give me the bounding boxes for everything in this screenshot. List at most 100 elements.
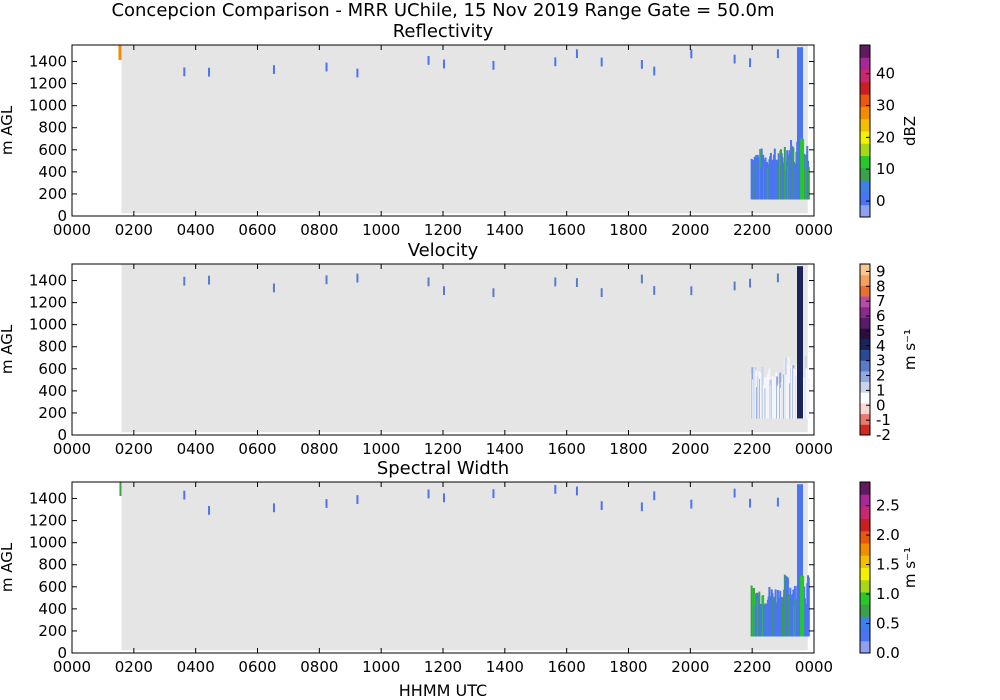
colorbar-segment [860,69,870,83]
echo-speck [554,57,557,67]
echo-speck [492,489,495,499]
y-tick-label: 0 [57,426,67,444]
colorbar-segment [860,306,870,318]
y-tick-label: 800 [38,338,67,356]
heatmap-echoes [119,482,810,637]
y-tick-label: 400 [38,382,67,400]
heatmap-echoes [118,45,810,200]
echo-speck [183,490,186,500]
echo-speck [653,491,656,501]
echo-speck [733,488,736,498]
spectral-width-panel: Spectral Width 0000 0200 0400 0600 0800 1000 1… [0,458,919,676]
reflectivity-title: Reflectivity [393,21,494,42]
colorbar-segment [860,402,870,415]
colorbar-segment [860,81,870,95]
colorbar-segment [860,143,870,157]
colorbar-segment [860,57,870,71]
colorbar-tick-label: 5 [876,322,886,340]
colorbar-tick-label: 20 [876,128,895,146]
x-tick-label: 0000 [795,221,833,239]
colorbar-segment [860,296,870,308]
x-tick-label: 1400 [486,221,524,239]
y-tick-label: 600 [38,360,67,378]
y-tick-label: 200 [38,404,67,422]
colorbar-tick-label: 2 [876,367,886,385]
echo-column [796,484,803,637]
velocity-title: Velocity [408,240,479,261]
colorbar-tick-label: -1 [876,411,891,429]
echo-speck [653,66,656,76]
echo-speck [119,482,122,496]
colorbar-label: m s⁻¹ [901,547,919,588]
colorbar-segment [860,349,870,361]
colorbar-segment [860,118,870,132]
echo-speck [600,57,603,67]
echo-speck [443,286,445,296]
echo-speck [427,277,430,287]
x-axis-label: HHMM UTC [399,681,487,700]
colorbar-segment [860,494,870,507]
colorbar-tick-label: 2.5 [876,497,900,515]
colorbar-segment [860,285,870,297]
colorbar-segment [860,192,870,206]
echo-column [796,266,803,419]
y-tick-label: 1400 [29,53,67,71]
x-tick-label: 1600 [548,221,586,239]
x-tick-label: 0000 [53,221,91,239]
spectral-width-title: Spectral Width [377,458,509,479]
colorbar-segment [860,381,870,393]
x-tick-label: 1800 [609,221,647,239]
y-axis-label: m AGL [0,105,16,155]
colorbar-segment [860,518,870,532]
colorbar-segment [860,591,870,605]
echo-speck [492,60,495,70]
echo-speck [272,503,275,513]
colorbar-segment [860,616,870,630]
echo-speck [443,493,445,503]
colorbar-segment [860,628,870,642]
heatmap-background [121,264,808,433]
x-tick-label: 0200 [115,440,153,458]
x-tick-label: 0200 [115,221,153,239]
echo-speck [640,59,643,69]
y-tick-label: 1400 [29,490,67,508]
colorbar-segment [860,370,870,383]
heatmap-background [121,482,808,651]
x-tick-label: 0600 [238,221,276,239]
heatmap-background [121,45,808,214]
echo-column [807,167,810,200]
colorbar-segment [860,45,870,58]
x-tick-label: 1800 [609,658,647,676]
x-tick-label: 2200 [733,658,771,676]
x-tick-label: 0400 [177,440,215,458]
echo-column [800,138,805,200]
echo-speck [749,278,752,288]
colorbar-segment [860,640,870,654]
y-tick-label: 1400 [29,272,67,290]
colorbar-tick-label: -2 [876,426,891,444]
colorbar-segment [860,274,870,286]
colorbar-tick-label: 8 [876,277,886,295]
echo-speck [575,486,578,496]
colorbar-frame [859,44,871,218]
echo-speck [690,49,693,59]
y-tick-label: 1000 [29,97,67,115]
x-tick-label: 0000 [795,440,833,458]
colorbar-segment [860,131,870,144]
y-tick-label: 1200 [29,294,67,312]
echo-speck [776,497,779,507]
colorbar-tick-label: 1.0 [876,585,900,603]
echo-speck [640,274,643,284]
y-tick-label: 600 [38,141,67,159]
echo-speck [208,67,211,77]
x-tick-label: 0600 [238,658,276,676]
colorbar-label: m s⁻¹ [901,329,919,370]
echo-speck [272,283,275,293]
colorbar-segment [860,204,870,218]
echo-speck [356,68,359,78]
y-tick-label: 1000 [29,534,67,552]
x-tick-label: 1000 [362,221,400,239]
echo-speck [554,484,557,494]
x-tick-label: 0000 [53,658,91,676]
